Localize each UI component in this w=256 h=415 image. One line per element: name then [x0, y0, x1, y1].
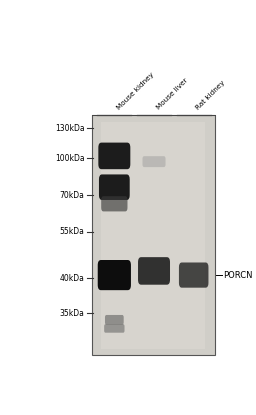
Text: 35kDa: 35kDa [60, 309, 84, 318]
FancyBboxPatch shape [101, 196, 127, 211]
Text: 100kDa: 100kDa [55, 154, 84, 163]
Text: Rat kidney: Rat kidney [195, 79, 226, 110]
FancyBboxPatch shape [101, 122, 205, 349]
FancyBboxPatch shape [99, 174, 130, 200]
Text: 130kDa: 130kDa [55, 124, 84, 132]
Text: 55kDa: 55kDa [60, 227, 84, 237]
FancyBboxPatch shape [92, 115, 215, 355]
FancyBboxPatch shape [105, 315, 124, 325]
FancyBboxPatch shape [138, 257, 170, 285]
Text: Mouse liver: Mouse liver [155, 77, 189, 110]
Text: PORCN: PORCN [223, 271, 253, 280]
Text: Mouse kidney: Mouse kidney [115, 71, 155, 110]
Text: 40kDa: 40kDa [60, 274, 84, 283]
FancyBboxPatch shape [98, 260, 131, 290]
FancyBboxPatch shape [98, 143, 130, 169]
FancyBboxPatch shape [179, 263, 208, 288]
FancyBboxPatch shape [104, 324, 124, 333]
FancyBboxPatch shape [143, 156, 166, 167]
Text: 70kDa: 70kDa [60, 191, 84, 200]
